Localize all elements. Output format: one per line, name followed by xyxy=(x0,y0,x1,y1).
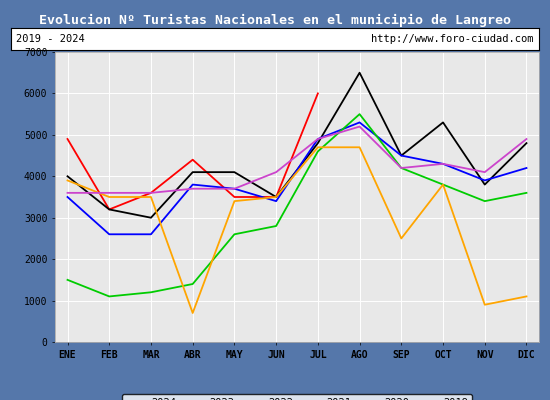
Text: http://www.foro-ciudad.com: http://www.foro-ciudad.com xyxy=(371,34,534,44)
Text: 2019 - 2024: 2019 - 2024 xyxy=(16,34,85,44)
Text: Evolucion Nº Turistas Nacionales en el municipio de Langreo: Evolucion Nº Turistas Nacionales en el m… xyxy=(39,14,511,27)
Legend: 2024, 2023, 2022, 2021, 2020, 2019: 2024, 2023, 2022, 2021, 2020, 2019 xyxy=(122,394,472,400)
